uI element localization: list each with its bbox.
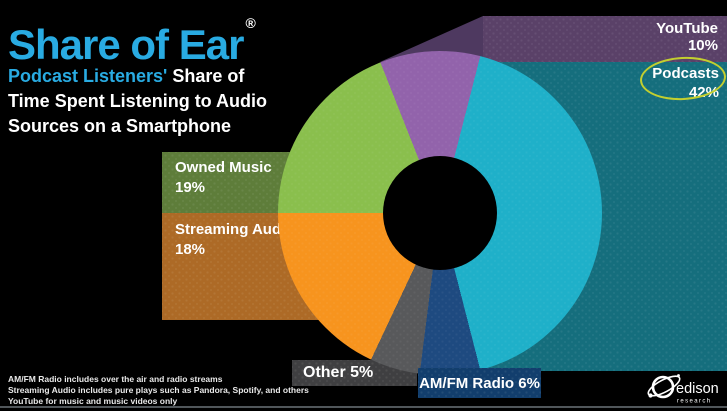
subtitle-highlight: Podcast Listeners'	[8, 66, 168, 86]
footnotes: AM/FM Radio includes over the air and ra…	[8, 374, 309, 406]
youtube-label: YouTube	[656, 20, 718, 37]
registered-mark: ®	[245, 15, 256, 31]
donut-hole	[383, 156, 497, 270]
owned-music-label: Owned Music	[175, 159, 272, 176]
page-title: Share of Ear ®	[8, 15, 256, 68]
planet-orbit-icon	[647, 374, 681, 399]
footnote-amfm: AM/FM Radio includes over the air and ra…	[8, 374, 223, 384]
youtube-value: 10%	[687, 37, 718, 54]
edison-research-logo: edison research	[647, 374, 719, 405]
donut-chart	[278, 51, 602, 375]
subtitle-line-2: Time Spent Listening to Audio	[8, 91, 267, 111]
amfm-radio-label: AM/FM Radio 6%	[419, 375, 540, 392]
streaming-audio-label: Streaming Audio	[175, 221, 295, 238]
other-label: Other 5%	[303, 364, 374, 381]
owned-music-value: 19%	[175, 179, 206, 196]
other-callout: Other 5%	[292, 360, 417, 386]
footnote-youtube: YouTube for music and music videos only	[8, 395, 178, 406]
youtube-callout: YouTube 10%	[483, 16, 727, 62]
streaming-audio-value: 18%	[175, 241, 206, 258]
footnote-streaming: Streaming Audio includes pure plays such…	[8, 384, 309, 395]
podcasts-value: 42%	[688, 84, 719, 101]
bottom-divider	[0, 406, 727, 408]
subtitle-line-3: Sources on a Smartphone	[8, 116, 232, 136]
podcasts-label: Podcasts	[652, 65, 719, 82]
subtitle-line-1-rest: Share of	[167, 66, 245, 86]
amfm-radio-callout: AM/FM Radio 6%	[418, 368, 541, 398]
logo-subtext: research	[677, 399, 712, 405]
page-subtitle: Podcast Listeners' Share of Time Spent L…	[8, 64, 267, 139]
subtitle-line-1: Podcast Listeners' Share of	[8, 64, 267, 89]
logo-wordmark: edison	[676, 381, 719, 397]
title-text: Share of Ear	[8, 21, 244, 68]
